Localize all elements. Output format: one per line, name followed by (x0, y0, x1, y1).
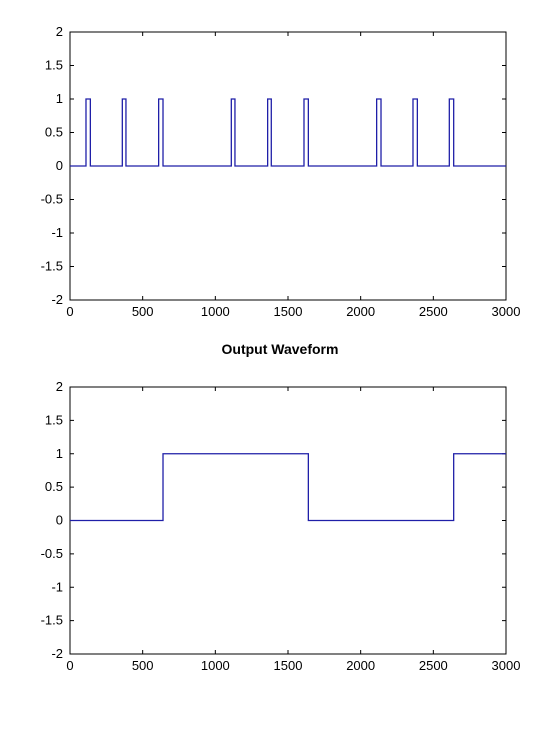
chart0-ytick-label: 0.5 (45, 125, 63, 140)
chart0-xtick-label: 0 (66, 304, 73, 319)
chart0-xtick-label: 1000 (201, 304, 230, 319)
chart0-ytick-label: 2 (56, 24, 63, 39)
chart1-ytick-label: 0.5 (45, 479, 63, 494)
chart1-ytick-label: -0.5 (41, 546, 63, 561)
chart0-xtick-label: 1500 (274, 304, 303, 319)
chart1-xtick-label: 3000 (492, 658, 521, 670)
chart1-ytick-label: -2 (51, 646, 63, 661)
chart1-xtick-label: 2000 (346, 658, 375, 670)
chart1-ytick-label: 1.5 (45, 412, 63, 427)
chart0-xtick-label: 3000 (492, 304, 521, 319)
chart0-series-line (70, 98, 506, 167)
input-pulse-chart-svg: 0 500 1000 1500 2000 2500 3000 2 1.5 1 0.5 0 -0.5 -1 -… (41, 24, 521, 319)
output-waveform-chart-svg: 0 500 1000 1500 2000 2500 3000 2 1.5 1 0.5 0 -0.5 -1 -… (41, 379, 521, 670)
chart0-xtick-label: 2000 (346, 304, 375, 319)
chart0-ytick-label: 1 (56, 91, 63, 106)
chart0-xtick-label: 2500 (419, 304, 448, 319)
chart1-series-line (70, 453, 506, 522)
chart0-ytick-label: -1.5 (41, 259, 63, 274)
input-pulse-chart: 0 500 1000 1500 2000 2500 3000 2 1.5 1 0.5 0 -0.5 -1 -… (0, 0, 560, 330)
chart1-ytick-label: -1 (51, 579, 63, 594)
output-waveform-title: Output Waveform (221, 341, 339, 357)
chart1-xtick-label: 1500 (274, 658, 303, 670)
chart1-ytick-label: 0 (56, 513, 63, 528)
chart1-ytick-label: -1.5 (41, 613, 63, 628)
chart1-ytick-label: 2 (56, 379, 63, 394)
output-waveform-chart: 0 500 1000 1500 2000 2500 3000 2 1.5 1 0.5 0 -0.5 -1 -… (0, 370, 560, 670)
chart0-ytick-label: 0 (56, 158, 63, 173)
chart1-xtick-label: 500 (132, 658, 154, 670)
chart1-xtick-label: 1000 (201, 658, 230, 670)
chart0-ytick-label: -2 (51, 292, 63, 307)
chart0-ytick-label: -1 (51, 225, 63, 240)
chart0-ytick-label: 1.5 (45, 58, 63, 73)
chart1-xtick-label: 2500 (419, 658, 448, 670)
chart1-ytick-label: 1 (56, 446, 63, 461)
chart0-xtick-label: 500 (132, 304, 154, 319)
chart0-ytick-label: -0.5 (41, 192, 63, 207)
chart1-xtick-label: 0 (66, 658, 73, 670)
